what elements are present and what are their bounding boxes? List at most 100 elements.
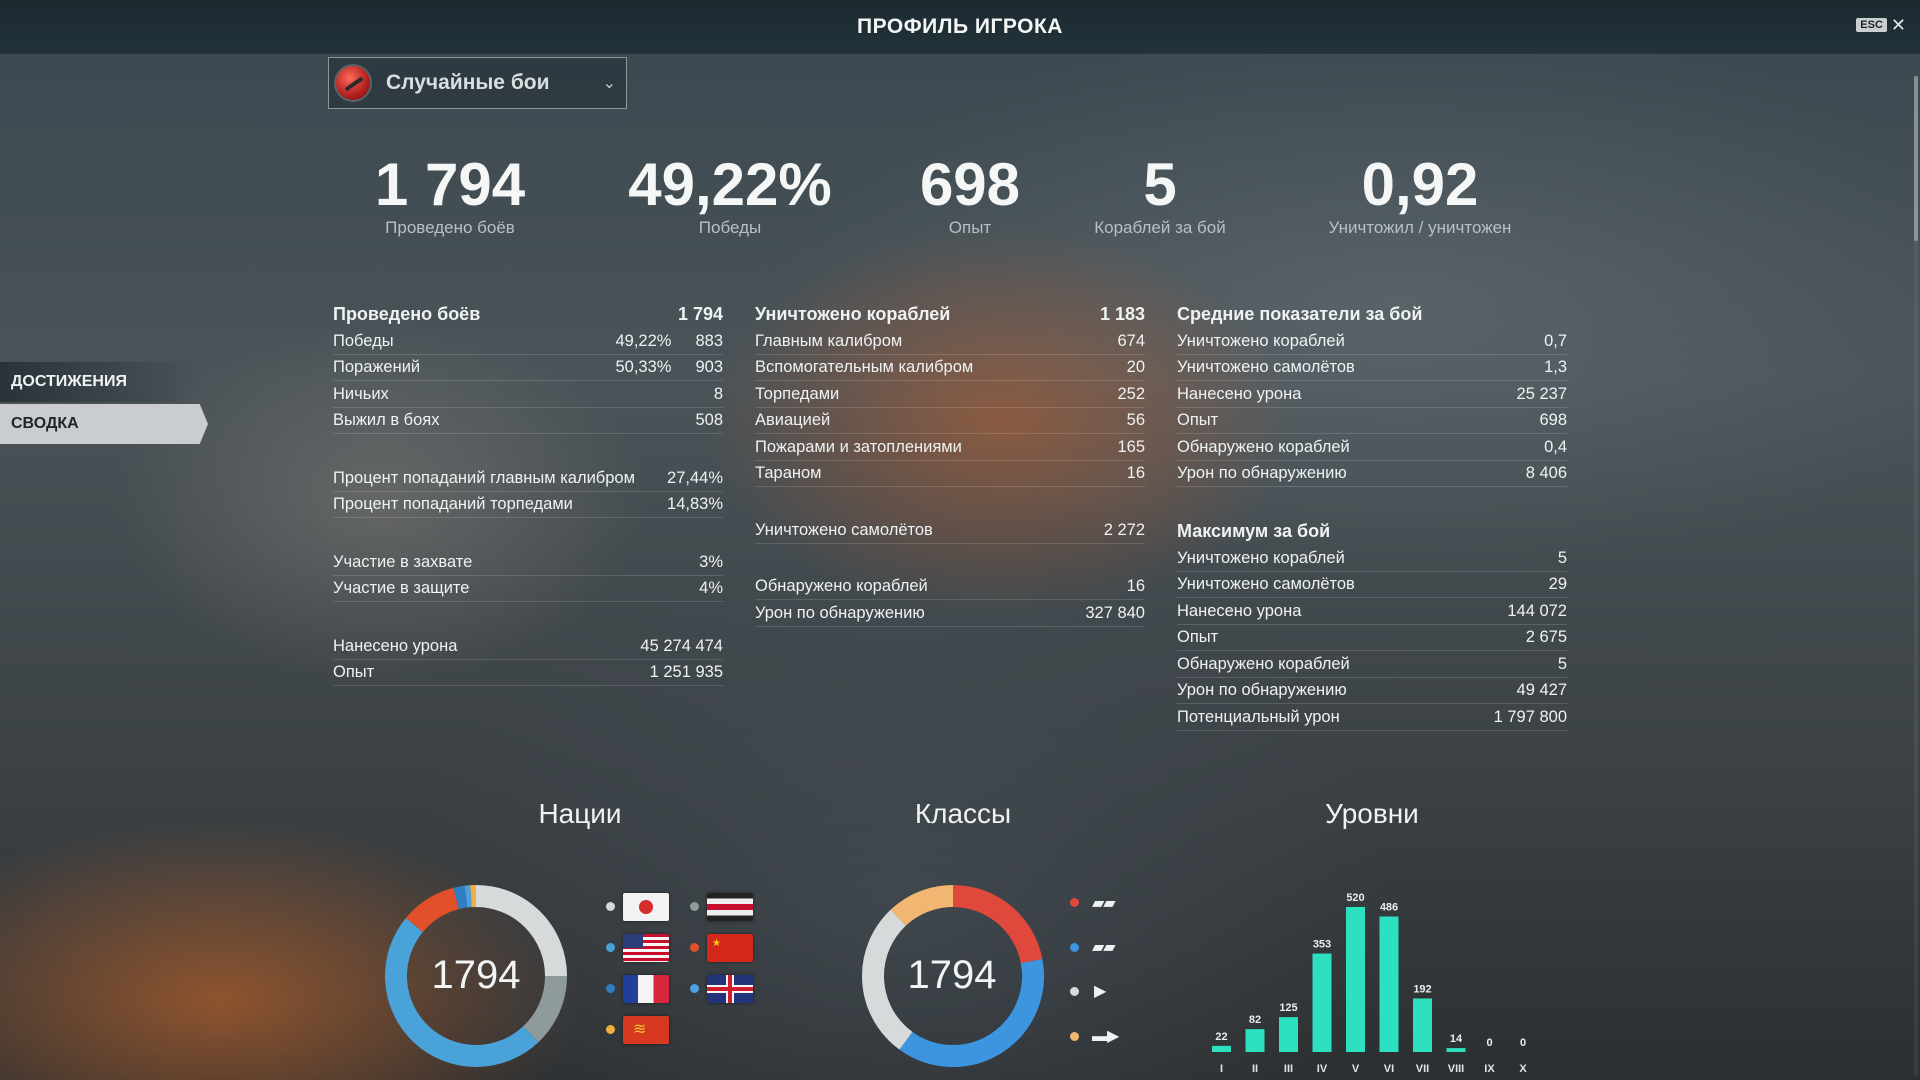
battle-type-dropdown[interactable]: Случайные бои ⌄ — [328, 57, 627, 109]
row-value: 16 — [1126, 464, 1145, 482]
row-value: 1 251 935 — [649, 663, 723, 681]
nations-segment-france — [453, 885, 468, 910]
tier-bar-VI — [1379, 916, 1399, 1052]
row-value: 5 — [1557, 548, 1567, 567]
tier-tick-label: I — [1220, 1063, 1223, 1075]
legend-dot — [606, 943, 615, 952]
random-battles-icon — [334, 64, 372, 102]
usa-flag-icon[interactable] — [623, 934, 669, 962]
row-value: 8 406 — [1525, 464, 1567, 482]
pan-asia-flag-icon[interactable]: ≋ — [623, 1016, 669, 1044]
legend-dot — [690, 902, 699, 911]
stat-row: Нанесено урона 45 274 474 — [333, 633, 723, 660]
summary-value: 0,92 — [1361, 151, 1479, 218]
row-value: 5 — [1557, 654, 1567, 673]
tiers-title: Уровни — [1325, 798, 1419, 829]
row-value: 252 — [1117, 384, 1145, 403]
row-value: 674 — [1117, 331, 1145, 350]
row-label: Уничтожено кораблей — [1177, 331, 1345, 350]
summary-label: Проведено боёв — [385, 218, 515, 237]
nations-title: Нации — [538, 798, 622, 829]
close-icon[interactable]: ✕ — [1890, 15, 1906, 35]
row-label: Максимум за бой — [1177, 521, 1331, 541]
row-label: Урон по обнаружению — [755, 603, 925, 622]
row-label: Опыт — [1177, 411, 1219, 429]
tab-summary[interactable]: СВОДКА — [0, 404, 208, 444]
tier-tick-label: X — [1519, 1063, 1527, 1075]
row-value: 20 — [1126, 358, 1145, 376]
tab-achievements[interactable]: ДОСТИЖЕНИЯ — [0, 362, 200, 402]
row-label: Процент попаданий главным калибром — [333, 468, 635, 487]
tier-tick-label: II — [1252, 1063, 1258, 1075]
japan-flag-icon[interactable] — [623, 893, 669, 921]
stat-row: Выжил в боях 508 — [333, 408, 723, 434]
classes-segment-carrier — [890, 885, 954, 926]
destroyer-icon[interactable]: ▶ — [1094, 983, 1106, 1000]
row-value: 8 — [713, 384, 723, 403]
summary-wins: 49,22% Победы — [620, 150, 840, 238]
tier-bar-II — [1245, 1029, 1265, 1052]
stat-row: Победы 49,22% 883 — [333, 328, 723, 355]
stat-row: Участие в захвате 3% — [333, 549, 723, 576]
row-label: Уничтожено самолётов — [1177, 575, 1355, 593]
row-value: 2 272 — [1103, 520, 1145, 539]
row-label: Опыт — [333, 663, 375, 681]
germany-flag-icon[interactable] — [707, 893, 753, 921]
stat-row: Урон по обнаружению 49 427 — [1177, 678, 1567, 704]
legend-dot — [606, 1025, 615, 1034]
row-value: 1 183 — [1099, 304, 1145, 324]
stat-row: Уничтожено кораблей 0,7 — [1177, 328, 1567, 355]
tier-bar-VIII — [1446, 1048, 1466, 1052]
stat-row: Поражений 50,33% 903 — [333, 355, 723, 381]
stat-row: Пожарами и затоплениями 165 — [755, 434, 1145, 461]
row-value: 1 794 — [677, 304, 723, 324]
stat-row: Опыт 2 675 — [1177, 625, 1567, 651]
row-value: 327 840 — [1085, 603, 1145, 622]
kills-header-row: Уничтожено кораблей 1 183 — [755, 296, 1145, 328]
nations-segment-usa — [385, 918, 539, 1067]
kills-stats-column: Уничтожено кораблей 1 183 Главным калибр… — [755, 296, 1145, 627]
summary-xp: 698 Опыт — [900, 150, 1040, 238]
stat-row: Уничтожено самолётов 29 — [1177, 572, 1567, 598]
row-value: 4% — [699, 579, 723, 597]
row-label: Участие в захвате — [333, 552, 473, 571]
row-value: 508 — [695, 411, 723, 429]
uk-flag-icon[interactable] — [707, 975, 753, 1003]
stat-row: Нанесено урона 25 237 — [1177, 381, 1567, 408]
carrier-icon[interactable]: ▬▶ — [1092, 1028, 1119, 1045]
cruiser-icon[interactable]: ▰▰ — [1092, 939, 1116, 956]
row-value: 1,3 — [1544, 358, 1567, 376]
summary-label: Победы — [698, 218, 762, 237]
summary-ships-per-battle: 5 Кораблей за бой — [1080, 150, 1240, 238]
close-button[interactable]: ESC ✕ — [1856, 16, 1906, 34]
tier-value-label: 353 — [1313, 939, 1331, 951]
summary-kd-ratio: 0,92 Уничтожил / уничтожен — [1320, 150, 1520, 238]
legend-dot — [606, 984, 615, 993]
row-value: 45 274 474 — [640, 636, 723, 655]
battleship-icon[interactable]: ▰▰ — [1092, 895, 1116, 912]
ussr-flag-icon[interactable]: ★ — [707, 934, 753, 962]
row-value: 16 — [1126, 577, 1145, 595]
tier-value-label: 125 — [1279, 1002, 1297, 1014]
legend-dot — [1070, 943, 1079, 952]
classes-segment-battleship — [952, 885, 1043, 964]
row-label: Тараном — [755, 464, 822, 482]
classes-segment-destroyer — [862, 909, 913, 1050]
france-flag-icon[interactable] — [623, 975, 669, 1003]
tiers-bar-chart: 22 I 82 II 125 III 353 IV 520 V 486 VI 192 VII 14 VIII 0… — [1212, 892, 1527, 1075]
tier-value-label: 192 — [1413, 983, 1431, 995]
stat-row: Вспомогательным калибром 20 — [755, 355, 1145, 381]
tier-value-label: 82 — [1249, 1014, 1261, 1026]
averages-stats-column: Средние показатели за бой Уничтожено кор… — [1177, 296, 1567, 731]
esc-key-hint: ESC — [1856, 18, 1887, 32]
legend-dot — [690, 943, 699, 952]
stat-row: Потенциальный урон 1 797 800 — [1177, 704, 1567, 731]
row-label: Вспомогательным калибром — [755, 358, 974, 376]
stat-row: Уничтожено самолётов 2 272 — [755, 517, 1145, 544]
tier-value-label: 0 — [1486, 1037, 1492, 1049]
row-value: 0,4 — [1544, 437, 1567, 456]
stat-row: Тараном 16 — [755, 461, 1145, 487]
scrollbar-thumb[interactable] — [1914, 76, 1918, 241]
row-value: 0,7 — [1544, 331, 1567, 350]
scrollbar-track[interactable] — [1914, 76, 1918, 1076]
